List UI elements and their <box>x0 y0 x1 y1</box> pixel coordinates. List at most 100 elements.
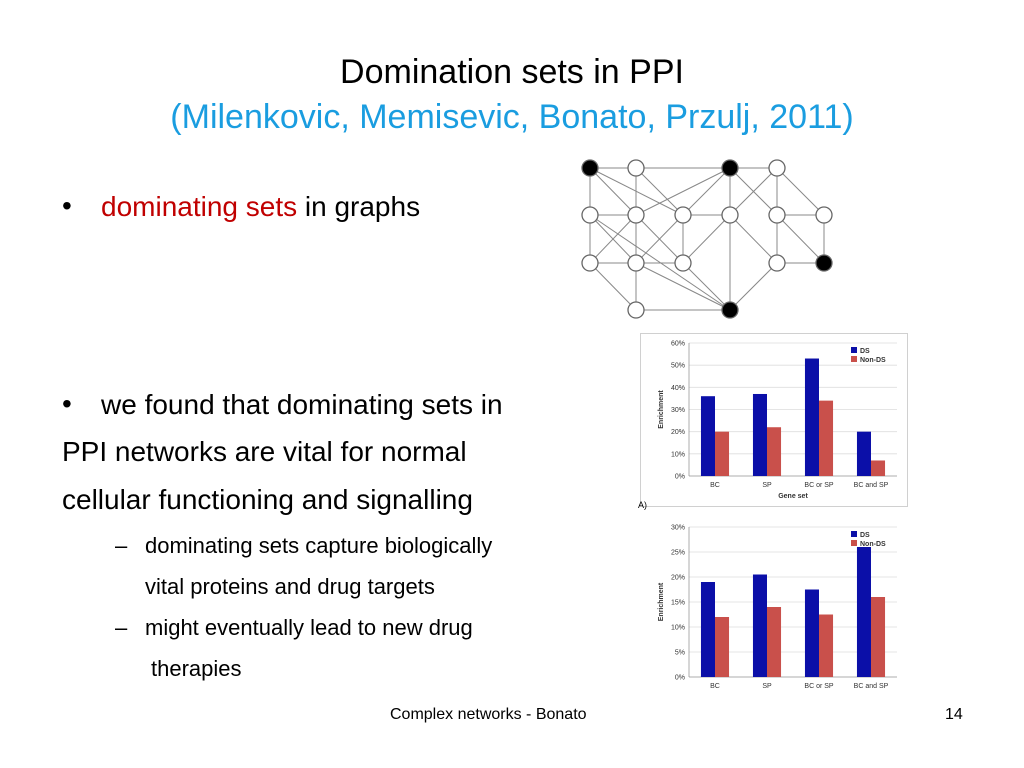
y-tick-label: 30% <box>671 407 685 414</box>
graph-edge <box>682 214 731 264</box>
graph-edge <box>589 167 637 216</box>
x-tick-label: SP <box>762 482 772 489</box>
y-tick-label: 0% <box>675 675 685 682</box>
sub-bullet-2-line-2: therapies <box>151 656 242 681</box>
bar-ds <box>752 393 767 476</box>
bar-non-ds <box>715 431 730 476</box>
bullet-1-rest: in graphs <box>297 191 421 222</box>
bar-ds <box>804 589 819 677</box>
y-axis-label: Enrichment <box>658 582 665 621</box>
x-axis-label: Gene set <box>778 493 808 500</box>
bar-ds <box>752 574 767 677</box>
bar-ds <box>700 582 715 677</box>
bar-non-ds <box>819 400 834 476</box>
legend-swatch <box>851 540 857 546</box>
graph-edge <box>729 214 778 264</box>
y-tick-label: 20% <box>671 429 685 436</box>
sub-bullet-1-line-1: dominating sets capture biologically <box>145 533 493 558</box>
y-tick-label: 0% <box>675 474 685 481</box>
graph-edge <box>729 167 778 216</box>
graph-edge <box>635 167 731 216</box>
bullet-marker: • <box>62 388 72 419</box>
graph-node <box>581 254 599 272</box>
bullet-marker: • <box>62 190 72 221</box>
legend-swatch <box>851 356 857 362</box>
bar-non-ds <box>871 597 886 677</box>
legend-label: Non-DS <box>860 541 886 548</box>
graph-edge <box>635 167 684 216</box>
y-tick-label: 40% <box>671 385 685 392</box>
bar-non-ds <box>871 460 886 476</box>
chart-2-frame: 0% 5% 10% 15% 20% 25% 30% BC SP BC or SP BC and SP… <box>640 516 908 694</box>
graph-edge <box>589 214 637 264</box>
x-tick-label: BC or SP <box>804 482 834 489</box>
chart-1: 0% 10% 20% 30% 40% 50% 60% BC SP BC or SP BC and S… <box>658 341 897 500</box>
graph-node <box>815 206 833 224</box>
page-number: 14 <box>945 706 963 723</box>
graph-node-dominating <box>721 301 739 319</box>
graph-edge <box>682 167 731 216</box>
graph-node <box>721 206 739 224</box>
graph-edge <box>776 214 825 264</box>
graph-node-dominating <box>581 159 599 177</box>
x-tick-label: BC and SP <box>854 482 889 489</box>
y-tick-label: 25% <box>671 550 685 557</box>
y-tick-label: 20% <box>671 575 685 582</box>
bullet-1-highlight: dominating sets <box>101 191 298 222</box>
graph-edge <box>776 167 825 216</box>
bullet-1: dominating sets in graphs <box>101 190 420 224</box>
y-tick-label: 50% <box>671 363 685 370</box>
graph-node-dominating <box>721 159 739 177</box>
slide-subtitle: (Milenkovic, Memisevic, Bonato, Przulj, … <box>170 98 854 136</box>
graph-node <box>674 206 692 224</box>
sub-bullet-1-line-2: vital proteins and drug targets <box>145 574 435 599</box>
y-axis-label: Enrichment <box>658 390 665 429</box>
y-tick-label: 5% <box>675 650 685 657</box>
y-tick-label: 30% <box>671 525 685 532</box>
graph-edge <box>635 262 731 311</box>
bullet-2-line-3: cellular functioning and signalling <box>62 484 473 515</box>
bar-ds <box>856 431 871 476</box>
footer-text: Complex networks - Bonato <box>390 706 587 723</box>
dash-marker: – <box>115 615 128 640</box>
bar-non-ds <box>819 614 834 677</box>
legend-label: DS <box>860 532 870 539</box>
graph-node <box>768 254 786 272</box>
graph-node <box>627 301 645 319</box>
bullet-2-line-2: PPI networks are vital for normal <box>62 436 467 467</box>
graph-edge <box>729 262 778 311</box>
legend-swatch <box>851 531 857 537</box>
x-tick-label: BC and SP <box>854 683 889 690</box>
x-tick-label: SP <box>762 683 772 690</box>
y-tick-label: 10% <box>671 625 685 632</box>
bar-non-ds <box>715 617 730 677</box>
graph-edge <box>589 262 637 311</box>
graph-edge <box>635 214 684 264</box>
legend-swatch <box>851 347 857 353</box>
y-tick-label: 60% <box>671 341 685 348</box>
graph-node <box>627 159 645 177</box>
x-tick-label: BC <box>710 683 720 690</box>
bar-non-ds <box>767 607 782 677</box>
legend-label: Non-DS <box>860 357 886 364</box>
dominating-set-graph <box>581 159 833 319</box>
bar-ds <box>856 547 871 677</box>
graph-node-dominating <box>815 254 833 272</box>
sub-bullet-2-line-1: might eventually lead to new drug <box>145 615 473 640</box>
x-tick-label: BC or SP <box>804 683 834 690</box>
chart-2: 0% 5% 10% 15% 20% 25% 30% BC SP BC or SP BC and SP… <box>658 525 897 690</box>
graph-node <box>627 206 645 224</box>
y-tick-label: 15% <box>671 600 685 607</box>
dash-marker: – <box>115 533 128 558</box>
bar-ds <box>700 396 715 476</box>
graph-node <box>768 206 786 224</box>
panel-marker: A) <box>638 500 647 510</box>
graph-node <box>627 254 645 272</box>
graph-edge <box>682 262 731 311</box>
graph-node <box>581 206 599 224</box>
graph-edge <box>589 214 731 311</box>
y-tick-label: 10% <box>671 451 685 458</box>
legend-label: DS <box>860 348 870 355</box>
chart-1-frame: 0% 10% 20% 30% 40% 50% 60% BC SP BC or SP BC and S… <box>640 333 908 507</box>
x-tick-label: BC <box>710 482 720 489</box>
